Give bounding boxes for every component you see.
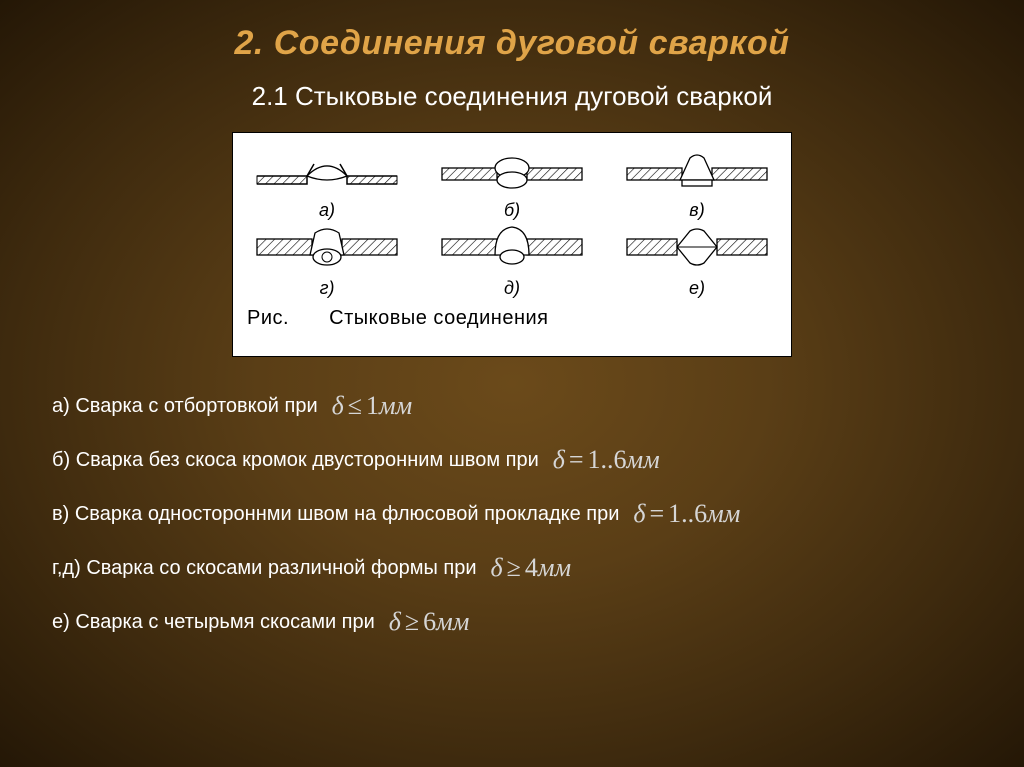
item-key: б) bbox=[52, 449, 70, 471]
list-item: в) Сварка одностороннми швом на флюсовой… bbox=[52, 499, 976, 529]
figure-label: б) bbox=[432, 200, 592, 221]
weld-b: б) bbox=[432, 146, 592, 221]
figure-box: а) б) bbox=[232, 132, 792, 357]
figure-caption-text: Стыковые соединения bbox=[329, 307, 548, 329]
item-text: Сварка одностороннми швом на флюсовой пр… bbox=[75, 503, 620, 525]
list-item: б) Сварка без скоса кромок двусторонним … bbox=[52, 445, 976, 475]
figure-label: а) bbox=[247, 200, 407, 221]
list-item: е) Сварка с четырьмя скосами при δ≥6мм bbox=[52, 607, 976, 637]
formula: δ=1..6мм bbox=[553, 445, 660, 475]
weld-g: г) bbox=[247, 219, 407, 299]
figure-label: в) bbox=[617, 200, 777, 221]
description-list: а) Сварка с отбортовкой при δ≤1мм б) Сва… bbox=[52, 391, 976, 637]
formula: δ≤1мм bbox=[332, 391, 413, 421]
list-item: а) Сварка с отбортовкой при δ≤1мм bbox=[52, 391, 976, 421]
item-text: Сварка с четырьмя скосами при bbox=[75, 611, 374, 633]
section-subtitle: 2.1 Стыковые соединения дуговой сваркой bbox=[48, 81, 976, 112]
page-title: 2. Соединения дуговой сваркой bbox=[48, 24, 976, 63]
item-key: в) bbox=[52, 503, 69, 525]
list-item: г,д) Сварка со скосами различной формы п… bbox=[52, 553, 976, 583]
item-key: е) bbox=[52, 611, 70, 633]
figure-row-1: а) б) bbox=[247, 143, 777, 221]
figure-label: г) bbox=[247, 278, 407, 299]
weld-e: е) bbox=[617, 219, 777, 299]
item-key: а) bbox=[52, 395, 70, 417]
weld-v: в) bbox=[617, 146, 777, 221]
formula: δ≥6мм bbox=[389, 607, 470, 637]
formula: δ=1..6мм bbox=[633, 499, 740, 529]
figure-label: е) bbox=[617, 278, 777, 299]
weld-a: а) bbox=[247, 146, 407, 221]
item-key: г,д) bbox=[52, 557, 81, 579]
figure-caption: Рис. Стыковые соединения bbox=[247, 307, 777, 330]
figure-caption-prefix: Рис. bbox=[247, 307, 289, 329]
weld-d: д) bbox=[432, 219, 592, 299]
figure-label: д) bbox=[432, 278, 592, 299]
formula: δ≥4мм bbox=[491, 553, 572, 583]
item-text: Сварка с отбортовкой при bbox=[75, 395, 317, 417]
item-text: Сварка без скоса кромок двусторонним шво… bbox=[76, 449, 539, 471]
figure-row-2: г) д) bbox=[247, 221, 777, 299]
item-text: Сварка со скосами различной формы при bbox=[86, 557, 476, 579]
slide: 2. Соединения дуговой сваркой 2.1 Стыков… bbox=[0, 0, 1024, 637]
